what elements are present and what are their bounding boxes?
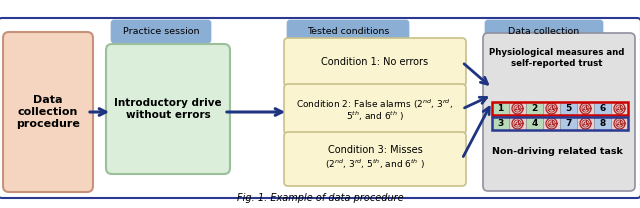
- Text: 5: 5: [565, 104, 572, 113]
- Bar: [611, 117, 628, 130]
- Text: 1: 1: [497, 104, 504, 113]
- Bar: [491, 115, 627, 116]
- Text: Introductory drive
without errors: Introductory drive without errors: [114, 98, 222, 120]
- Text: 5$^{th}$, and 6$^{th}$ ): 5$^{th}$, and 6$^{th}$ ): [346, 109, 404, 123]
- Bar: [492, 117, 628, 130]
- Bar: [492, 102, 509, 115]
- Text: Non-driving related task: Non-driving related task: [492, 146, 623, 156]
- FancyBboxPatch shape: [284, 132, 466, 186]
- Bar: [492, 117, 509, 130]
- Text: 6: 6: [600, 104, 605, 113]
- Bar: [611, 102, 628, 115]
- Bar: [526, 102, 543, 115]
- FancyBboxPatch shape: [111, 20, 211, 43]
- FancyBboxPatch shape: [3, 32, 93, 192]
- Text: (2$^{nd}$, 3$^{rd}$, 5$^{th}$, and 6$^{th}$ ): (2$^{nd}$, 3$^{rd}$, 5$^{th}$, and 6$^{t…: [325, 157, 425, 171]
- FancyBboxPatch shape: [0, 18, 640, 198]
- Text: 7: 7: [565, 119, 572, 128]
- Text: Data
collection
procedure: Data collection procedure: [16, 95, 80, 129]
- Text: 3: 3: [497, 119, 504, 128]
- Text: Data collection: Data collection: [508, 27, 580, 36]
- FancyBboxPatch shape: [106, 44, 230, 174]
- Text: Condition 3: Misses: Condition 3: Misses: [328, 145, 422, 155]
- Text: Tested conditions: Tested conditions: [307, 27, 389, 36]
- FancyBboxPatch shape: [483, 33, 635, 191]
- Bar: [509, 117, 526, 130]
- Bar: [543, 102, 560, 115]
- Bar: [492, 102, 628, 115]
- Text: 2: 2: [531, 104, 538, 113]
- FancyBboxPatch shape: [284, 38, 466, 86]
- Text: Fig. 1. Example of data procedure: Fig. 1. Example of data procedure: [237, 193, 403, 203]
- FancyBboxPatch shape: [287, 20, 409, 43]
- Text: Condition 1: No errors: Condition 1: No errors: [321, 57, 429, 67]
- Text: 8: 8: [600, 119, 605, 128]
- Text: Practice session: Practice session: [123, 27, 199, 36]
- Bar: [509, 102, 526, 115]
- FancyBboxPatch shape: [284, 84, 466, 134]
- Bar: [594, 117, 611, 130]
- Bar: [526, 117, 543, 130]
- Text: 4: 4: [531, 119, 538, 128]
- Text: Condition 2: False alarms (2$^{nd}$, 3$^{rd}$,: Condition 2: False alarms (2$^{nd}$, 3$^…: [296, 97, 454, 111]
- Bar: [577, 117, 594, 130]
- Bar: [594, 102, 611, 115]
- Bar: [577, 102, 594, 115]
- Bar: [560, 102, 577, 115]
- Bar: [560, 117, 577, 130]
- Bar: [543, 117, 560, 130]
- FancyBboxPatch shape: [485, 20, 603, 43]
- Text: Physiological measures and
self-reported trust: Physiological measures and self-reported…: [490, 48, 625, 68]
